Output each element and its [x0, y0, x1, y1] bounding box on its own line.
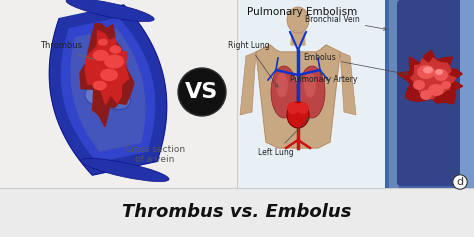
- FancyBboxPatch shape: [460, 0, 474, 188]
- Polygon shape: [71, 29, 145, 151]
- Text: Bronchial Vein: Bronchial Vein: [305, 15, 386, 30]
- Text: Thrombus vs. Embolus: Thrombus vs. Embolus: [122, 203, 352, 221]
- Ellipse shape: [109, 45, 121, 54]
- Polygon shape: [410, 58, 456, 99]
- Text: Pulmonary Embolism: Pulmonary Embolism: [247, 7, 357, 17]
- Ellipse shape: [81, 158, 169, 182]
- Ellipse shape: [287, 7, 309, 33]
- Ellipse shape: [93, 50, 109, 61]
- FancyBboxPatch shape: [0, 188, 474, 237]
- Ellipse shape: [100, 68, 118, 81]
- Polygon shape: [62, 18, 155, 162]
- Text: Pulmonary Artery: Pulmonary Artery: [290, 72, 357, 84]
- Text: Cross section: Cross section: [125, 146, 185, 155]
- Text: Embolus: Embolus: [303, 53, 408, 75]
- Text: VS: VS: [185, 82, 219, 102]
- Ellipse shape: [93, 81, 107, 90]
- Ellipse shape: [417, 65, 435, 79]
- Polygon shape: [291, 32, 305, 45]
- Ellipse shape: [66, 0, 154, 22]
- Polygon shape: [240, 52, 256, 115]
- Text: Thrombus: Thrombus: [40, 41, 95, 59]
- FancyBboxPatch shape: [237, 0, 474, 188]
- Ellipse shape: [85, 84, 115, 106]
- Polygon shape: [256, 45, 340, 148]
- Ellipse shape: [98, 39, 108, 46]
- Ellipse shape: [297, 102, 309, 114]
- Text: d: d: [456, 177, 464, 187]
- Text: Left Lung: Left Lung: [258, 118, 310, 157]
- Text: of a vein: of a vein: [135, 155, 175, 164]
- Ellipse shape: [434, 69, 448, 81]
- FancyBboxPatch shape: [389, 0, 399, 188]
- Circle shape: [178, 68, 226, 116]
- Ellipse shape: [441, 81, 451, 89]
- Ellipse shape: [423, 67, 433, 73]
- Polygon shape: [340, 52, 356, 115]
- Ellipse shape: [413, 80, 425, 90]
- Ellipse shape: [299, 66, 325, 118]
- Ellipse shape: [435, 69, 443, 75]
- Ellipse shape: [420, 90, 432, 100]
- Ellipse shape: [304, 73, 316, 97]
- Text: Right Lung: Right Lung: [228, 41, 278, 87]
- Ellipse shape: [276, 73, 288, 97]
- FancyBboxPatch shape: [385, 0, 474, 188]
- Ellipse shape: [287, 102, 309, 128]
- Polygon shape: [49, 5, 167, 175]
- Polygon shape: [85, 31, 129, 105]
- Ellipse shape: [428, 84, 444, 96]
- Ellipse shape: [287, 102, 299, 114]
- FancyBboxPatch shape: [397, 0, 474, 186]
- Ellipse shape: [101, 86, 130, 110]
- Polygon shape: [397, 50, 463, 104]
- Ellipse shape: [104, 55, 124, 68]
- FancyBboxPatch shape: [0, 0, 237, 188]
- Polygon shape: [80, 24, 134, 127]
- Ellipse shape: [271, 66, 297, 118]
